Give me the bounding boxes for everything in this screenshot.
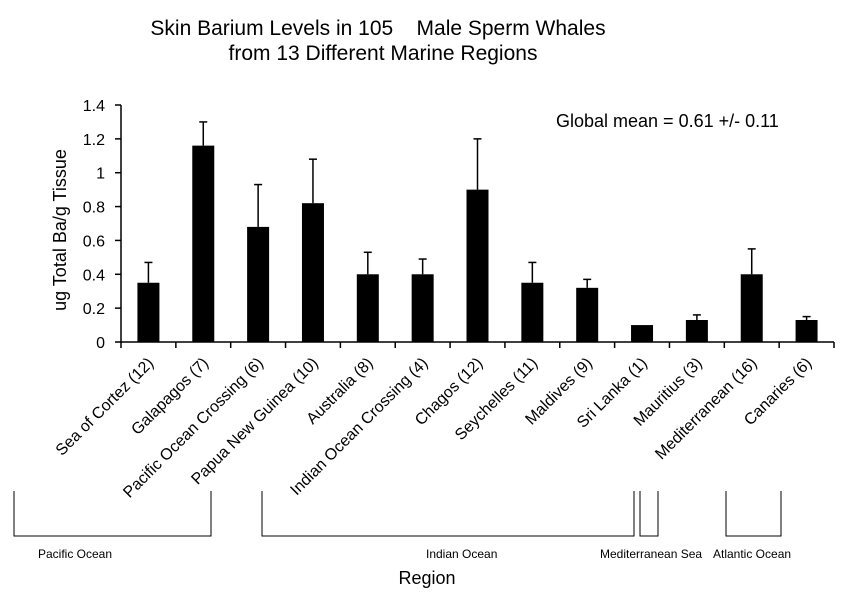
- category-label: Sea of Cortez (12): [53, 355, 157, 459]
- y-tick-label: 1.2: [83, 132, 105, 149]
- y-tick-label: 0.2: [83, 301, 105, 318]
- category-label: Mediterranean (16): [652, 355, 760, 463]
- bar: [466, 189, 489, 342]
- group-bracket: [13, 491, 212, 537]
- y-tick-label: 0.4: [83, 267, 105, 284]
- ocean-groups: Pacific Ocean Indian Ocean Mediterranean S…: [13, 491, 791, 561]
- bar: [795, 319, 818, 342]
- bar: [301, 203, 324, 342]
- bar: [247, 226, 270, 342]
- group-label: Atlantic Ocean: [713, 547, 791, 561]
- bar: [356, 274, 379, 342]
- y-tick-label: 0: [96, 335, 105, 352]
- bar: [576, 287, 599, 342]
- chart-title-line-2: from 13 Different Marine Regions: [229, 42, 538, 65]
- x-axis-label: Region: [398, 568, 455, 588]
- bar: [740, 274, 763, 342]
- global-mean-annotation: Global mean = 0.61 +/- 0.11: [556, 111, 779, 131]
- group-bracket: [725, 491, 782, 537]
- group-bracket: [639, 491, 659, 537]
- group-label: Indian Ocean: [426, 547, 497, 561]
- y-tick-label: 0.8: [83, 200, 105, 217]
- bar: [137, 282, 160, 342]
- bar: [685, 319, 708, 342]
- bar: [521, 282, 544, 342]
- bar: [192, 145, 215, 342]
- y-axis-label: ug Total Ba/g Tissue: [50, 149, 70, 311]
- category-labels: Sea of Cortez (12)Galapagos (7)Pacific O…: [53, 355, 816, 502]
- bar: [411, 274, 434, 342]
- y-tick-label: 1: [96, 166, 105, 183]
- y-axis-ticks: 0 0.2 0.4 0.6 0.8 1 1.2 1.4: [83, 98, 835, 352]
- group-label: Pacific Ocean: [38, 547, 112, 561]
- group-label: Mediterranean Sea: [600, 547, 702, 561]
- group-bracket: [261, 491, 635, 537]
- error-bars: [144, 121, 811, 320]
- y-tick-label: 1.4: [83, 98, 105, 115]
- chart-title-line-1: Skin Barium Levels in 105 Male Sperm Wha…: [150, 17, 605, 40]
- bars: [137, 145, 818, 342]
- bar: [631, 325, 654, 342]
- y-tick-label: 0.6: [83, 233, 105, 250]
